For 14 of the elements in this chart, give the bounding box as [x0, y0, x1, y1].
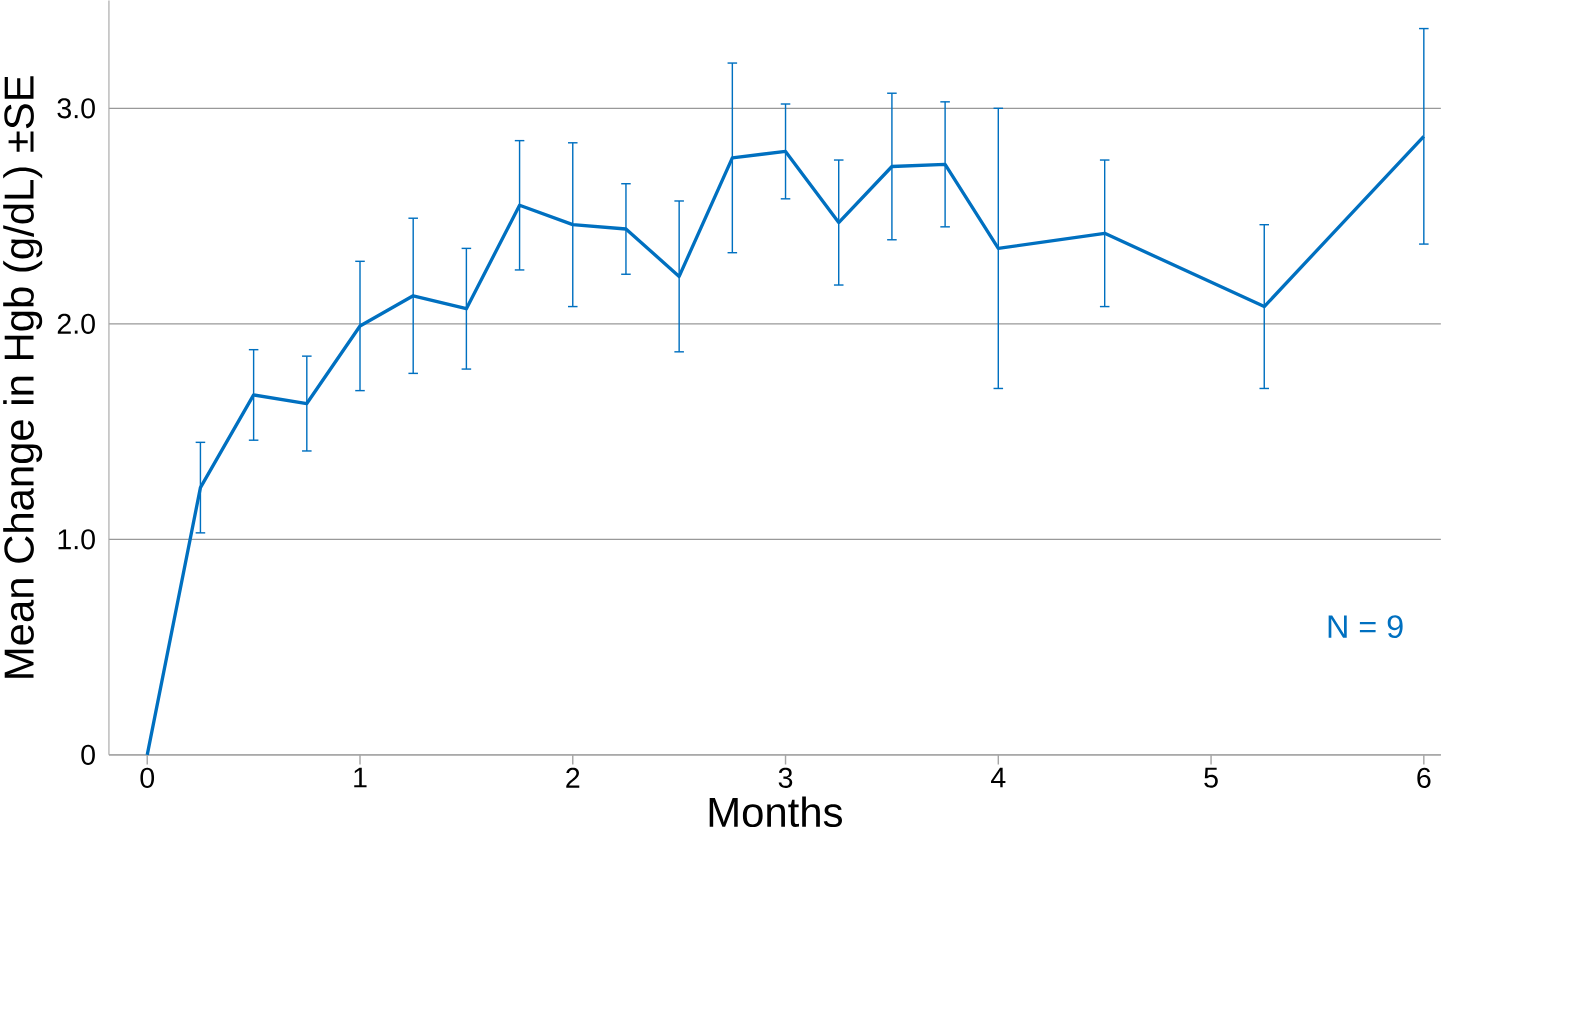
y-tick-label: 2.0 — [57, 313, 95, 334]
x-tick-label: 1 — [354, 767, 367, 788]
y-tick-label: 3.0 — [57, 98, 95, 119]
x-axis-title: Months — [709, 796, 842, 828]
y-axis-title: Mean Change in Hgb (g/dL) ±SE — [3, 76, 43, 678]
y-tick-label: 1.0 — [58, 529, 95, 550]
x-tick-label: 5 — [1204, 767, 1218, 788]
x-tick-label: 6 — [1417, 767, 1431, 788]
x-tick-label: 3 — [778, 767, 793, 788]
x-tick-label: 0 — [140, 767, 155, 788]
x-tick-label: 2 — [566, 767, 580, 788]
x-tick-label: 4 — [991, 767, 1006, 788]
annotation: N = 9 — [1328, 615, 1403, 639]
y-tick-label: 0 — [81, 744, 95, 765]
